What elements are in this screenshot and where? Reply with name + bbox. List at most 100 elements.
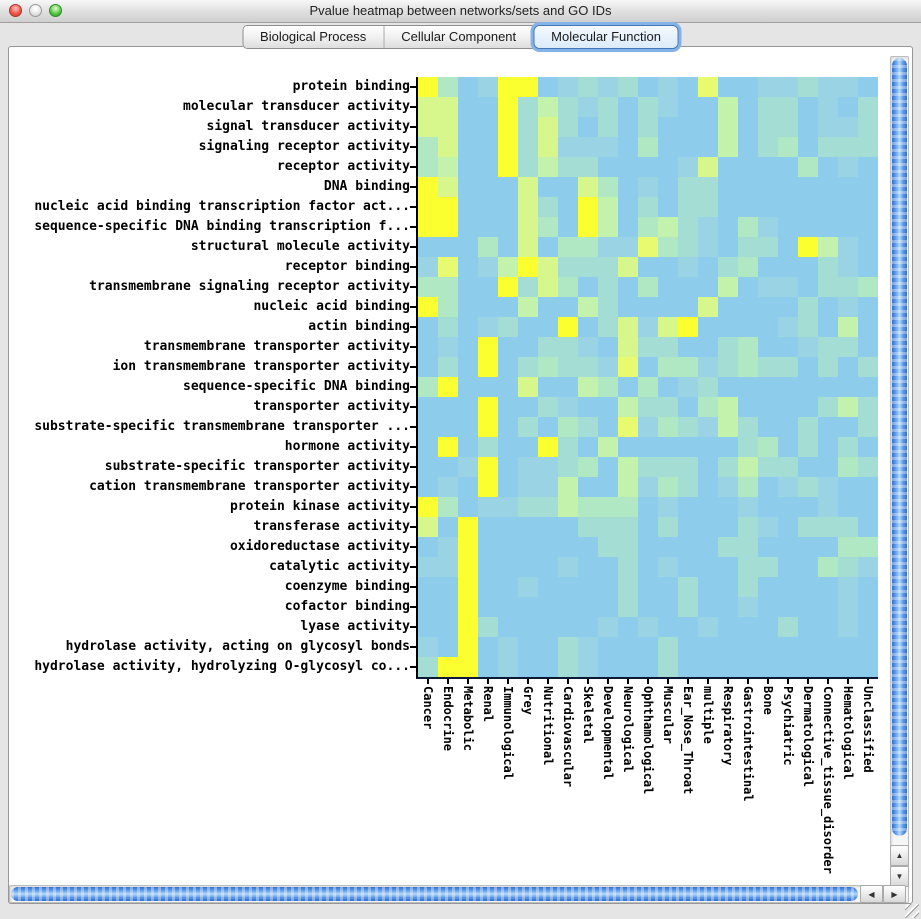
col-label: Ear_Nose_Throat — [681, 686, 695, 795]
heatmap-cell — [458, 137, 478, 157]
col-label: Hematological — [841, 686, 855, 780]
heatmap-cell — [618, 617, 638, 637]
heatmap-cell — [618, 457, 638, 477]
heatmap-cell — [658, 337, 678, 357]
heatmap-cell — [638, 277, 658, 297]
heatmap-cell — [818, 257, 838, 277]
heatmap-cell — [698, 637, 718, 657]
col-tick — [547, 679, 549, 684]
title-bar[interactable]: Pvalue heatmap between networks/sets and… — [0, 0, 921, 23]
heatmap-cell — [778, 597, 798, 617]
minimize-button-icon[interactable] — [29, 4, 42, 17]
heatmap-cell — [538, 277, 558, 297]
heatmap-cell — [838, 177, 858, 197]
heatmap-cell — [458, 577, 478, 597]
heatmap-cell — [578, 317, 598, 337]
col-tick — [587, 679, 589, 684]
heatmap-cell — [678, 617, 698, 637]
heatmap-cell — [838, 657, 858, 677]
heatmap-cell — [498, 297, 518, 317]
scroll-down-button[interactable]: ▼ — [890, 866, 909, 887]
col-tick — [447, 679, 449, 684]
heatmap-cell — [418, 157, 438, 177]
heatmap-cell — [738, 657, 758, 677]
col-tick — [607, 679, 609, 684]
resize-grip-icon[interactable] — [905, 904, 919, 918]
close-button-icon[interactable] — [9, 4, 22, 17]
heatmap-cell — [718, 257, 738, 277]
heatmap-cell — [778, 577, 798, 597]
col-tick — [847, 679, 849, 684]
heatmap-cell — [738, 417, 758, 437]
heatmap-cell — [418, 237, 438, 257]
heatmap-cell — [438, 237, 458, 257]
heatmap-cell — [498, 517, 518, 537]
heatmap-cell — [478, 597, 498, 617]
heatmap-cell — [498, 177, 518, 197]
heatmap-cell — [478, 457, 498, 477]
heatmap-cell — [818, 77, 838, 97]
col-label: multiple — [701, 686, 715, 744]
heatmap-cell — [698, 337, 718, 357]
heatmap-cell — [458, 377, 478, 397]
col-label: Nutritional — [541, 686, 555, 766]
heatmap-cell — [678, 597, 698, 617]
heatmap-cell — [738, 177, 758, 197]
col-label: Skeletal — [581, 686, 595, 744]
heatmap-cell — [858, 497, 878, 517]
heatmap-cell — [438, 397, 458, 417]
heatmap-cell — [718, 637, 738, 657]
heatmap-cell — [778, 97, 798, 117]
heatmap-cell — [578, 437, 598, 457]
heatmap-cell — [438, 257, 458, 277]
scroll-left-button[interactable]: ◀ — [860, 885, 883, 903]
heatmap-cell — [798, 637, 818, 657]
heatmap-cell — [798, 137, 818, 157]
heatmap-cell — [638, 117, 658, 137]
heatmap-cell — [758, 577, 778, 597]
heatmap-cell — [818, 537, 838, 557]
heatmap-cell — [458, 97, 478, 117]
heatmap-cell — [558, 637, 578, 657]
heatmap-cell — [418, 197, 438, 217]
heatmap-cell — [578, 337, 598, 357]
scroll-right-button[interactable]: ▶ — [883, 885, 906, 903]
col-label: Dermatological — [801, 686, 815, 788]
tab-biological-process[interactable]: Biological Process — [243, 26, 385, 48]
heatmap-cell — [738, 117, 758, 137]
heatmap-cell — [658, 237, 678, 257]
heatmap-cell — [678, 197, 698, 217]
heatmap-cell — [738, 457, 758, 477]
heatmap-cell — [718, 97, 738, 117]
col-tick — [487, 679, 489, 684]
heatmap-cell — [458, 217, 478, 237]
col-label: Ophthamological — [641, 686, 655, 795]
tab-molecular-function[interactable]: Molecular Function — [534, 26, 678, 48]
heatmap-cell — [738, 357, 758, 377]
heatmap-cell — [498, 237, 518, 257]
heatmap-cell — [818, 197, 838, 217]
row-label: sequence-specific DNA binding — [183, 379, 410, 394]
col-label: Renal — [481, 686, 495, 723]
zoom-button-icon[interactable] — [49, 4, 62, 17]
heatmap-cell — [478, 177, 498, 197]
heatmap-cell — [678, 517, 698, 537]
scroll-up-button[interactable]: ▲ — [890, 845, 909, 866]
heatmap-cell — [778, 517, 798, 537]
vertical-scrollbar-thumb[interactable] — [892, 58, 907, 836]
heatmap-cell — [698, 237, 718, 257]
heatmap-cell — [798, 497, 818, 517]
heatmap-cell — [818, 337, 838, 357]
heatmap-cell — [798, 577, 818, 597]
tab-cellular-component[interactable]: Cellular Component — [384, 26, 535, 48]
heatmap-cell — [698, 657, 718, 677]
row-label: cofactor binding — [284, 599, 410, 614]
heatmap-cell — [438, 637, 458, 657]
heatmap-cell — [658, 297, 678, 317]
heatmap-cell — [658, 497, 678, 517]
heatmap-cell — [858, 277, 878, 297]
heatmap-cell — [838, 517, 858, 537]
heatmap-cell — [758, 137, 778, 157]
horizontal-scrollbar-thumb[interactable] — [11, 887, 858, 901]
col-tick — [427, 679, 429, 684]
